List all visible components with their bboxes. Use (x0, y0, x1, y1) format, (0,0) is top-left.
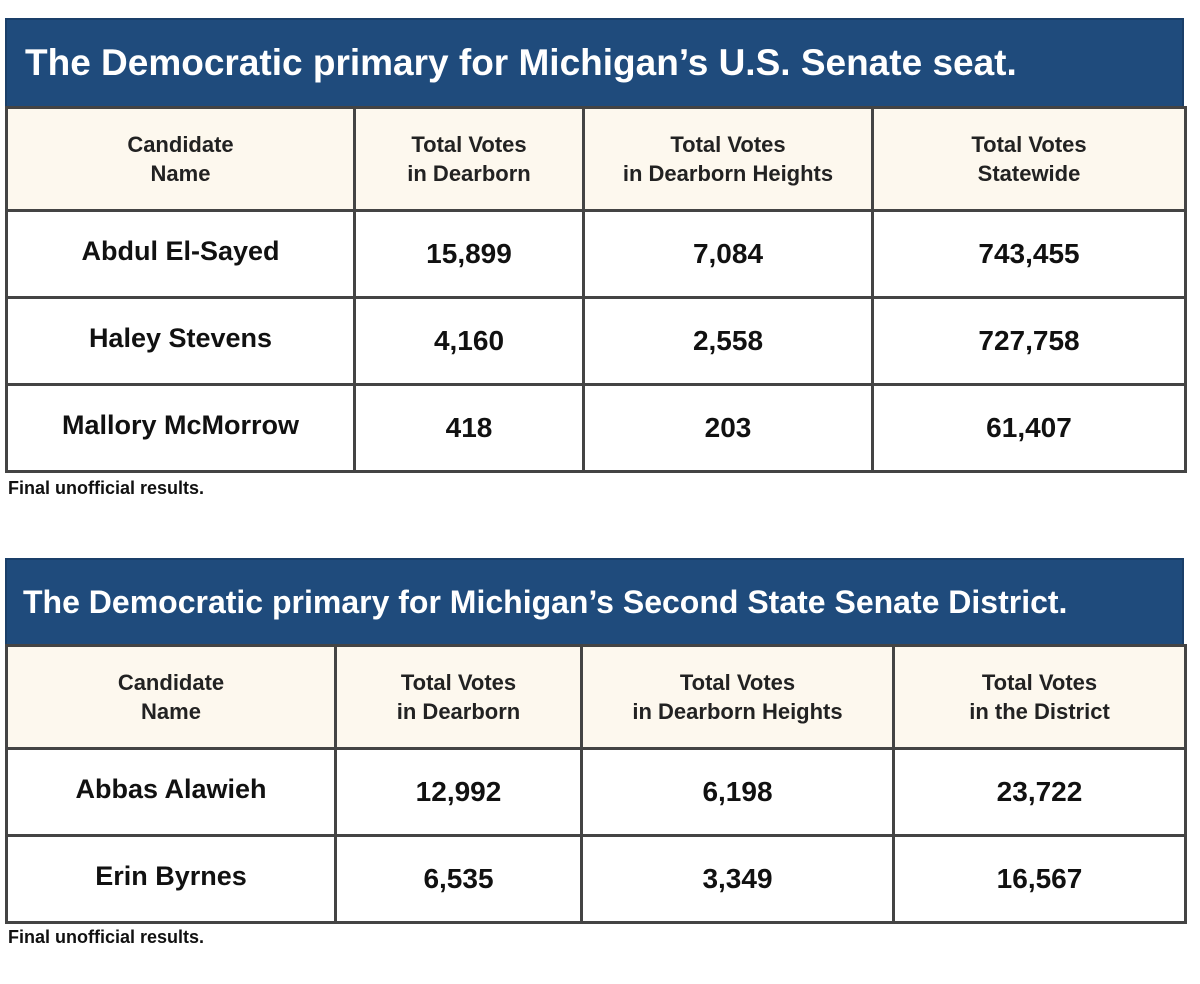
header-line: Total Votes (971, 132, 1087, 157)
votes-statewide: 61,407 (871, 383, 1187, 473)
column-header-district: Total Votes in the District (892, 644, 1187, 750)
table-row: Erin Byrnes 6,535 3,349 16,567 (5, 834, 1187, 924)
footnote: Final unofficial results. (8, 927, 205, 947)
header-line: Total Votes (411, 132, 527, 157)
column-header-statewide: Total Votes Statewide (871, 106, 1187, 212)
candidate-name: Abdul El-Sayed (5, 209, 356, 299)
column-header-dearborn: Total Votes in Dearborn (353, 106, 585, 212)
header-line: Name (150, 161, 211, 186)
header-line: in Dearborn (407, 161, 531, 186)
votes-dearborn-heights: 3,349 (580, 834, 895, 924)
votes-dearborn: 418 (353, 383, 585, 473)
header-line: Total Votes (400, 670, 517, 695)
candidate-name: Haley Stevens (5, 296, 356, 386)
table-row: Abbas Alawieh 12,992 6,198 23,722 (5, 747, 1187, 837)
header-row: Candidate Name Total Votes in Dearborn T… (5, 106, 1187, 212)
column-header-dearborn-heights: Total Votes in Dearborn Heights (582, 106, 874, 212)
votes-dearborn-heights: 7,084 (582, 209, 874, 299)
votes-dearborn: 4,160 (353, 296, 585, 386)
footnote: Final unofficial results. (8, 478, 205, 498)
votes-dearborn-heights: 6,198 (580, 747, 895, 837)
table-title: The Democratic primary for Michigan’s U.… (5, 18, 1184, 106)
header-row: Candidate Name Total Votes in Dearborn T… (5, 644, 1187, 750)
header-line: Total Votes (981, 670, 1098, 695)
header-line: in Dearborn Heights (632, 699, 843, 724)
votes-dearborn: 6,535 (334, 834, 583, 924)
votes-dearborn: 12,992 (334, 747, 583, 837)
votes-statewide: 727,758 (871, 296, 1187, 386)
header-line: in Dearborn (396, 699, 521, 724)
column-header-dearborn: Total Votes in Dearborn (334, 644, 583, 750)
votes-district: 16,567 (892, 834, 1187, 924)
header-line: Total Votes (670, 132, 786, 157)
votes-statewide: 743,455 (871, 209, 1187, 299)
header-line: Candidate (117, 670, 225, 695)
header-line: in the District (969, 699, 1110, 724)
table-title: The Democratic primary for Michigan’s Se… (5, 558, 1184, 644)
header-line: Name (141, 699, 201, 724)
table-row: Abdul El-Sayed 15,899 7,084 743,455 (5, 209, 1187, 299)
candidate-name: Mallory McMorrow (5, 383, 356, 473)
table-row: Haley Stevens 4,160 2,558 727,758 (5, 296, 1187, 386)
votes-dearborn-heights: 203 (582, 383, 874, 473)
votes-dearborn: 15,899 (353, 209, 585, 299)
candidate-name: Erin Byrnes (5, 834, 337, 924)
column-header-candidate: Candidate Name (5, 106, 356, 212)
votes-district: 23,722 (892, 747, 1187, 837)
table-row: Mallory McMorrow 418 203 61,407 (5, 383, 1187, 473)
header-line: Statewide (977, 161, 1081, 186)
us-senate-results: The Democratic primary for Michigan’s U.… (5, 18, 1187, 473)
header-line: Total Votes (679, 670, 796, 695)
results-table: Candidate Name Total Votes in Dearborn T… (5, 644, 1187, 924)
votes-dearborn-heights: 2,558 (582, 296, 874, 386)
candidate-name: Abbas Alawieh (5, 747, 337, 837)
header-line: Candidate (127, 132, 234, 157)
column-header-candidate: Candidate Name (5, 644, 337, 750)
results-table: Candidate Name Total Votes in Dearborn T… (5, 106, 1187, 473)
state-senate-results: The Democratic primary for Michigan’s Se… (5, 558, 1187, 924)
column-header-dearborn-heights: Total Votes in Dearborn Heights (580, 644, 895, 750)
header-line: in Dearborn Heights (622, 161, 834, 186)
